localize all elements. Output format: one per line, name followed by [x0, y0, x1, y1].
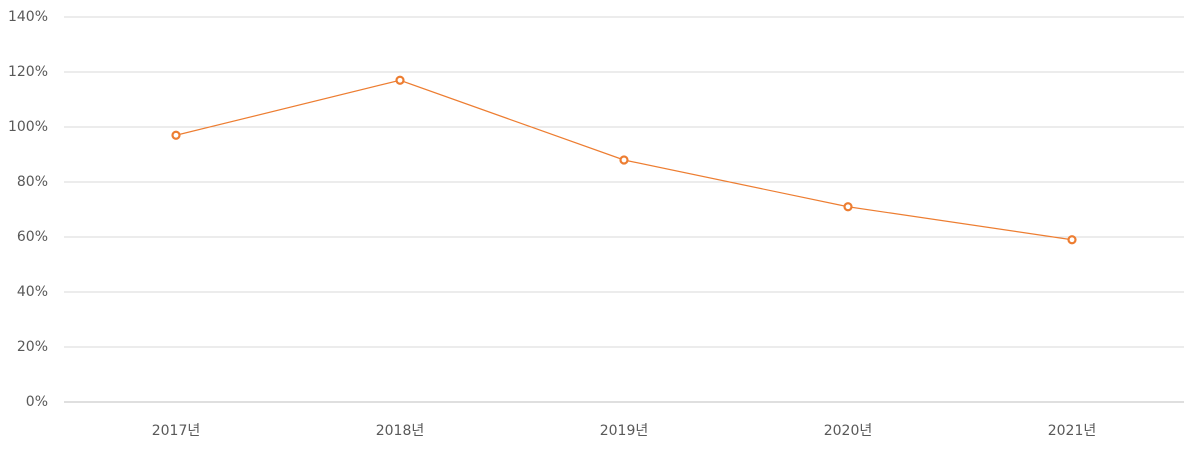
marker: [619, 155, 629, 165]
y-tick-label: 20%: [17, 339, 48, 355]
x-tick-label: 2018년: [376, 423, 425, 439]
marker: [171, 130, 181, 140]
y-tick-label: 80%: [17, 174, 48, 190]
x-tick-label: 2017년: [152, 423, 201, 439]
x-tick-label: 2021년: [1048, 423, 1097, 439]
y-tick-label: 40%: [17, 284, 48, 300]
x-tick-label: 2019년: [600, 423, 649, 439]
y-tick-label: 60%: [17, 229, 48, 245]
y-tick-label: 100%: [8, 119, 48, 135]
marker: [395, 75, 405, 85]
x-tick-label: 2020년: [824, 423, 873, 439]
marker: [1067, 235, 1077, 245]
y-tick-label: 140%: [8, 9, 48, 25]
y-tick-label: 120%: [8, 64, 48, 80]
y-tick-label: 0%: [26, 394, 48, 410]
marker: [843, 202, 853, 212]
